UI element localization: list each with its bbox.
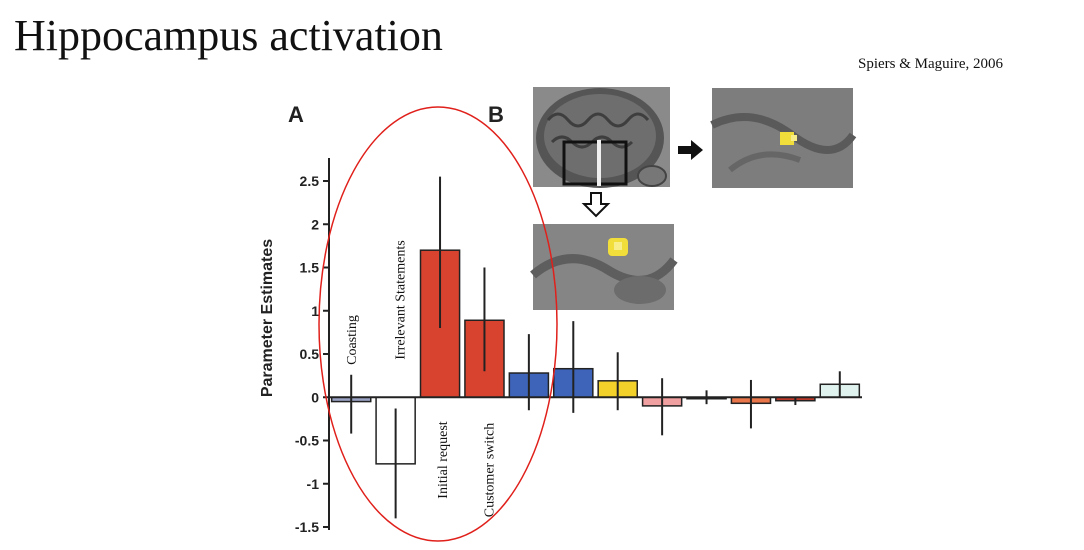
y-tick-label: -1 (307, 476, 320, 492)
error-bars-layer (350, 176, 841, 519)
y-tick-label: 2 (311, 216, 319, 232)
bar-label: Irrelevant Statements (394, 240, 409, 359)
bar-label: Initial request (436, 421, 451, 498)
bar-label: Customer switch (482, 423, 497, 518)
y-tick-label: 1 (311, 303, 319, 319)
bar-labels: Coasting Irrelevant Statements Initial req… (345, 240, 497, 517)
y-tick-label: -1.5 (295, 519, 319, 535)
highlight-ellipse (318, 106, 558, 542)
y-axis: 2.5 2 1.5 1 0.5 0 -0.5 -1 -1.5 (295, 158, 862, 535)
y-tick-label: 1.5 (300, 260, 320, 276)
y-tick-label: 2.5 (300, 173, 320, 189)
brain-sagittal-image (533, 87, 670, 188)
filled-arrow-icon (678, 140, 703, 160)
brain-zoom-image-right (710, 88, 857, 188)
y-tick-label: 0.5 (300, 346, 320, 362)
panel-b-label: B (488, 102, 504, 127)
bar-label: Coasting (345, 315, 360, 365)
y-tick-label: -0.5 (295, 433, 319, 449)
y-tick-label: 0 (311, 389, 319, 405)
brain-zoom-image-bottom (530, 224, 678, 310)
panel-a-label: A (288, 102, 304, 127)
citation: Spiers & Maguire, 2006 (858, 56, 1003, 72)
hollow-arrow-icon (581, 192, 611, 218)
y-axis-label: Parameter Estimates (259, 239, 276, 397)
slide-title: Hippocampus activation (14, 11, 443, 60)
bar-chart: Parameter Estimates 2.5 2 1.5 1 0.5 0 -0.5 -1 -1… (259, 158, 862, 535)
